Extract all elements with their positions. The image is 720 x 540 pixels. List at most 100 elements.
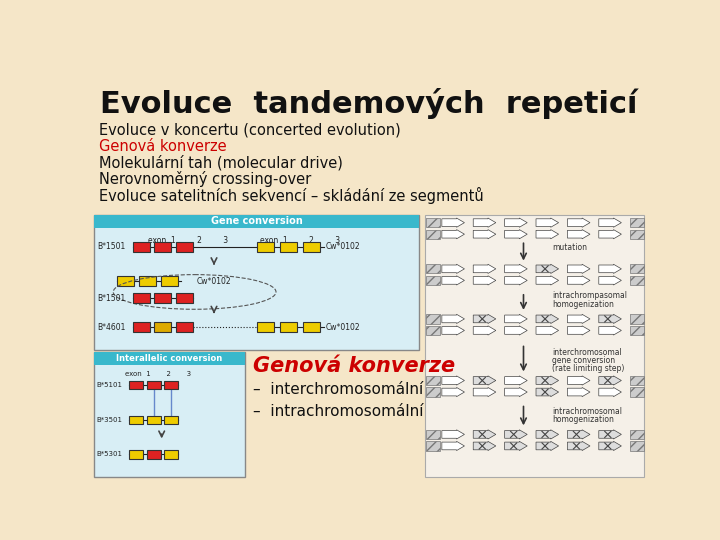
Text: Evoluce satelitních sekvencí – skládání ze segmentů: Evoluce satelitních sekvencí – skládání …	[99, 187, 484, 204]
FancyArrow shape	[442, 264, 464, 273]
FancyBboxPatch shape	[94, 352, 245, 477]
FancyArrow shape	[536, 326, 559, 335]
Text: intrachrompasomal: intrachrompasomal	[552, 291, 627, 300]
FancyArrow shape	[473, 387, 496, 397]
Bar	[426, 376, 441, 385]
FancyArrow shape	[473, 376, 496, 385]
FancyArrow shape	[505, 387, 527, 397]
FancyArrow shape	[473, 441, 496, 450]
FancyArrow shape	[505, 430, 527, 439]
Text: exon  1         2         3: exon 1 2 3	[261, 236, 341, 245]
Bar	[164, 450, 179, 458]
FancyArrow shape	[567, 376, 590, 385]
FancyArrow shape	[442, 430, 464, 439]
Text: Genová konverze: Genová konverze	[99, 139, 227, 154]
Bar	[426, 326, 441, 335]
FancyArrow shape	[567, 430, 590, 439]
Text: homogenization: homogenization	[552, 415, 614, 424]
FancyArrow shape	[505, 326, 527, 335]
FancyArrow shape	[536, 230, 559, 239]
Bar	[630, 376, 644, 385]
FancyArrow shape	[505, 218, 527, 227]
FancyArrow shape	[599, 326, 621, 335]
Bar	[147, 381, 161, 389]
FancyArrow shape	[599, 276, 621, 285]
FancyArrow shape	[567, 326, 590, 335]
Bar	[129, 416, 143, 424]
Bar	[154, 293, 171, 303]
Bar	[129, 381, 143, 389]
Bar	[303, 241, 320, 252]
Bar	[426, 276, 441, 285]
FancyArrow shape	[505, 314, 527, 323]
FancyArrow shape	[473, 276, 496, 285]
FancyBboxPatch shape	[94, 215, 419, 350]
FancyArrow shape	[505, 376, 527, 385]
FancyArrow shape	[536, 441, 559, 450]
Bar	[426, 230, 441, 239]
Bar	[161, 276, 178, 286]
Text: B*1501: B*1501	[98, 294, 126, 302]
Bar	[132, 293, 150, 303]
Text: B*5301: B*5301	[96, 451, 122, 457]
Text: –  interchromosomální: – interchromosomální	[253, 382, 423, 397]
FancyArrow shape	[473, 430, 496, 439]
FancyArrow shape	[567, 314, 590, 323]
FancyArrow shape	[567, 441, 590, 450]
Bar	[154, 322, 171, 333]
Bar	[426, 430, 441, 439]
Bar	[630, 218, 644, 227]
FancyArrow shape	[567, 276, 590, 285]
Bar	[426, 314, 441, 323]
FancyArrow shape	[536, 264, 559, 273]
Text: B*4601: B*4601	[98, 323, 126, 332]
FancyArrow shape	[442, 276, 464, 285]
Text: Genová konverze: Genová konverze	[253, 356, 455, 376]
Text: Molekulární tah (molecular drive): Molekulární tah (molecular drive)	[99, 155, 343, 171]
FancyArrow shape	[599, 430, 621, 439]
FancyArrow shape	[442, 218, 464, 227]
Bar	[426, 218, 441, 227]
FancyArrow shape	[536, 376, 559, 385]
Bar	[280, 322, 297, 333]
Text: Evoluce v koncertu (concerted evolution): Evoluce v koncertu (concerted evolution)	[99, 123, 401, 138]
Bar	[630, 314, 644, 323]
Bar	[630, 230, 644, 239]
FancyArrow shape	[473, 230, 496, 239]
FancyArrow shape	[442, 376, 464, 385]
FancyArrow shape	[599, 441, 621, 450]
FancyArrow shape	[536, 314, 559, 323]
Bar	[154, 241, 171, 252]
FancyArrow shape	[473, 218, 496, 227]
Text: gene conversion: gene conversion	[552, 356, 615, 365]
FancyArrow shape	[473, 314, 496, 323]
FancyBboxPatch shape	[94, 215, 419, 228]
Bar	[176, 293, 193, 303]
FancyArrow shape	[599, 218, 621, 227]
Bar	[164, 416, 179, 424]
Bar	[176, 241, 193, 252]
FancyArrow shape	[473, 264, 496, 273]
FancyArrow shape	[536, 276, 559, 285]
Text: Interallelic conversion: Interallelic conversion	[117, 354, 222, 363]
Bar	[117, 276, 134, 286]
Bar	[630, 441, 644, 450]
Bar	[176, 322, 193, 333]
FancyArrow shape	[505, 441, 527, 450]
Bar	[256, 322, 274, 333]
FancyArrow shape	[505, 230, 527, 239]
FancyBboxPatch shape	[425, 215, 644, 477]
FancyArrow shape	[599, 314, 621, 323]
FancyArrow shape	[442, 314, 464, 323]
Text: interchromosomal: interchromosomal	[552, 348, 622, 356]
Text: (rate limiting step): (rate limiting step)	[552, 364, 624, 374]
FancyArrow shape	[505, 264, 527, 273]
FancyArrow shape	[536, 218, 559, 227]
Bar	[426, 441, 441, 450]
FancyArrow shape	[599, 264, 621, 273]
Bar	[164, 381, 179, 389]
Bar	[280, 241, 297, 252]
Bar	[147, 416, 161, 424]
FancyArrow shape	[442, 441, 464, 450]
Bar	[132, 322, 150, 333]
